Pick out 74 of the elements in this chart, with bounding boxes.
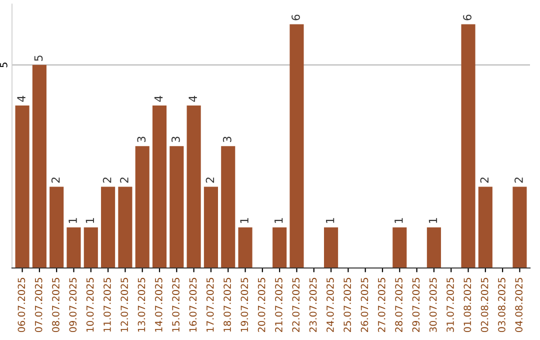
x-tick-label: 11.07.2025 bbox=[104, 278, 111, 332]
bar bbox=[84, 227, 98, 268]
bar bbox=[118, 186, 132, 268]
bar bbox=[204, 186, 218, 268]
bar bbox=[152, 106, 167, 268]
x-tick-label: 25.07.2025 bbox=[344, 278, 352, 332]
x-tick-label: 10.07.2025 bbox=[86, 278, 94, 332]
x-tick-label: 20.07.2025 bbox=[258, 278, 266, 332]
x-tick-label: 03.08.2025 bbox=[498, 278, 506, 332]
x-tick-label: 06.07.2025 bbox=[18, 278, 26, 332]
data-label: 4 bbox=[17, 96, 26, 102]
bar bbox=[392, 227, 407, 268]
bar bbox=[290, 24, 304, 268]
data-label: 1 bbox=[86, 218, 94, 223]
x-tick-label: 29.07.2025 bbox=[412, 278, 420, 332]
x-tick-label: 26.07.2025 bbox=[360, 278, 368, 332]
x-tick-label: 12.07.2025 bbox=[120, 278, 128, 332]
x-tick-label: 18.07.2025 bbox=[224, 278, 231, 332]
x-tick-label: 28.07.2025 bbox=[395, 278, 402, 332]
data-label: 2 bbox=[102, 178, 112, 183]
data-label: 4 bbox=[188, 96, 197, 102]
x-tick-label: 21.07.2025 bbox=[275, 278, 282, 332]
bar bbox=[66, 227, 81, 268]
x-tick-label: 27.07.2025 bbox=[378, 278, 386, 332]
x-tick-label: 02.08.2025 bbox=[480, 278, 488, 332]
data-label: 6 bbox=[463, 14, 472, 20]
x-tick-label: 30.07.2025 bbox=[429, 278, 437, 332]
x-tick-label: 04.08.2025 bbox=[515, 278, 523, 332]
bar bbox=[238, 227, 252, 268]
data-label: 1 bbox=[394, 218, 403, 223]
data-label: 5 bbox=[34, 56, 43, 61]
data-label: 3 bbox=[222, 136, 232, 142]
bar bbox=[426, 227, 441, 268]
bar bbox=[272, 227, 287, 268]
bar bbox=[32, 64, 46, 268]
bar bbox=[512, 186, 527, 268]
bar bbox=[478, 186, 492, 268]
x-tick-label: 17.07.2025 bbox=[206, 278, 214, 332]
data-label: 2 bbox=[480, 178, 488, 183]
x-tick-label: 24.07.2025 bbox=[326, 278, 334, 332]
x-tick-label: 16.07.2025 bbox=[189, 278, 197, 332]
x-tick-label: 15.07.2025 bbox=[172, 278, 180, 332]
data-label: 3 bbox=[137, 136, 146, 142]
bar bbox=[170, 146, 184, 268]
x-tick-label: 01.08.2025 bbox=[464, 278, 472, 332]
bar bbox=[50, 186, 64, 268]
bar bbox=[186, 106, 201, 268]
bar bbox=[101, 186, 116, 268]
data-label: 1 bbox=[68, 218, 77, 223]
x-tick-label: 08.07.2025 bbox=[52, 278, 60, 332]
x-tick-label: 09.07.2025 bbox=[69, 278, 77, 332]
data-label: 2 bbox=[120, 178, 128, 183]
data-label: 2 bbox=[514, 178, 523, 183]
data-label: 1 bbox=[428, 218, 438, 223]
x-tick-label: 31.07.2025 bbox=[446, 278, 454, 332]
bar bbox=[324, 227, 338, 268]
bar bbox=[461, 24, 476, 268]
x-tick-label: 13.07.2025 bbox=[138, 278, 146, 332]
x-tick-label: 07.07.2025 bbox=[34, 278, 42, 332]
x-tick-label: 14.07.2025 bbox=[154, 278, 162, 332]
data-label: 4 bbox=[154, 96, 163, 102]
data-label: 3 bbox=[171, 136, 180, 142]
data-label: 1 bbox=[326, 218, 334, 223]
data-label: 2 bbox=[206, 178, 214, 183]
bar bbox=[135, 146, 150, 268]
x-tick-label: 23.07.2025 bbox=[309, 278, 317, 332]
x-tick-label: 22.07.2025 bbox=[292, 278, 300, 332]
bar bbox=[15, 106, 30, 268]
x-tick-label: 19.07.2025 bbox=[240, 278, 248, 332]
data-label: 1 bbox=[274, 218, 283, 223]
bar bbox=[221, 146, 236, 268]
data-label: 6 bbox=[292, 14, 300, 20]
data-label: 1 bbox=[240, 218, 248, 223]
data-label: 2 bbox=[51, 178, 60, 183]
